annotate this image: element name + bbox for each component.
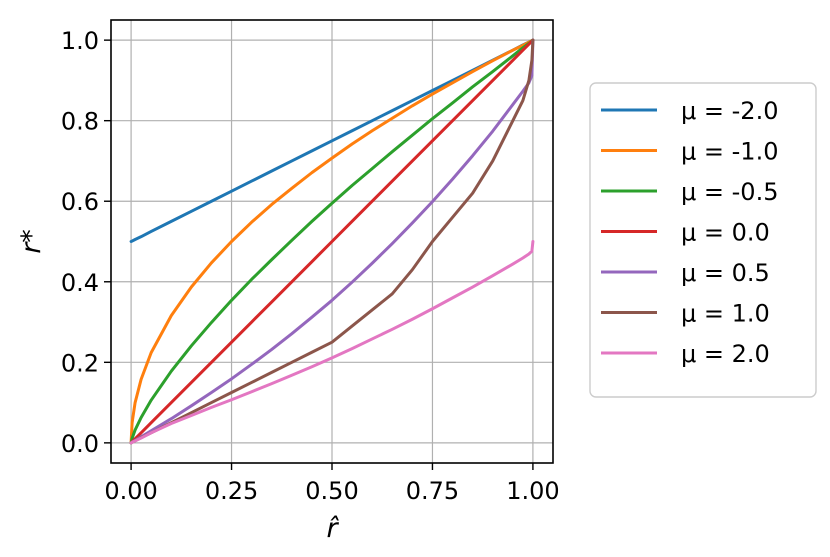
- series-lines: [129, 38, 535, 445]
- legend-label: μ = 1.0: [681, 300, 770, 328]
- axis-ticks: 0.00 0.25 0.50 0.75 1.00 0.0 0.2 0.4 0.6 0.8 1.0: [61, 27, 560, 505]
- series-line: [129, 38, 535, 445]
- legend-label: μ = 2.0: [681, 340, 770, 368]
- legend-label: μ = 0.5: [681, 259, 770, 287]
- series-line: [129, 240, 535, 445]
- series-line: [129, 38, 535, 445]
- legend-label: μ = -0.5: [681, 178, 778, 206]
- legend-label: μ = 0.0: [681, 219, 770, 247]
- y-tick-label: 0.2: [61, 349, 99, 377]
- y-tick-label: 0.6: [61, 188, 99, 216]
- legend-label: μ = -1.0: [681, 138, 778, 166]
- y-axis-label: r*: [16, 229, 47, 254]
- legend-box: [589, 82, 817, 398]
- y-tick-label: 0.8: [61, 108, 99, 136]
- x-tick-label: 0.00: [104, 477, 157, 505]
- legend-label: μ = -2.0: [681, 97, 778, 125]
- y-tick-label: 1.0: [61, 27, 99, 55]
- x-tick-label: 1.00: [506, 477, 559, 505]
- y-tick-label: 0.4: [61, 269, 99, 297]
- y-tick-label: 0.0: [61, 430, 99, 458]
- legend: μ = -2.0 μ = -1.0 μ = -0.5 μ = 0.0 μ = 0.5 μ …: [589, 82, 817, 398]
- series-line: [129, 38, 535, 445]
- series-line: [129, 38, 535, 445]
- x-tick-label: 0.50: [305, 477, 358, 505]
- x-tick-label: 0.75: [406, 477, 459, 505]
- x-axis-label: r̂: [326, 513, 339, 544]
- x-tick-label: 0.25: [205, 477, 258, 505]
